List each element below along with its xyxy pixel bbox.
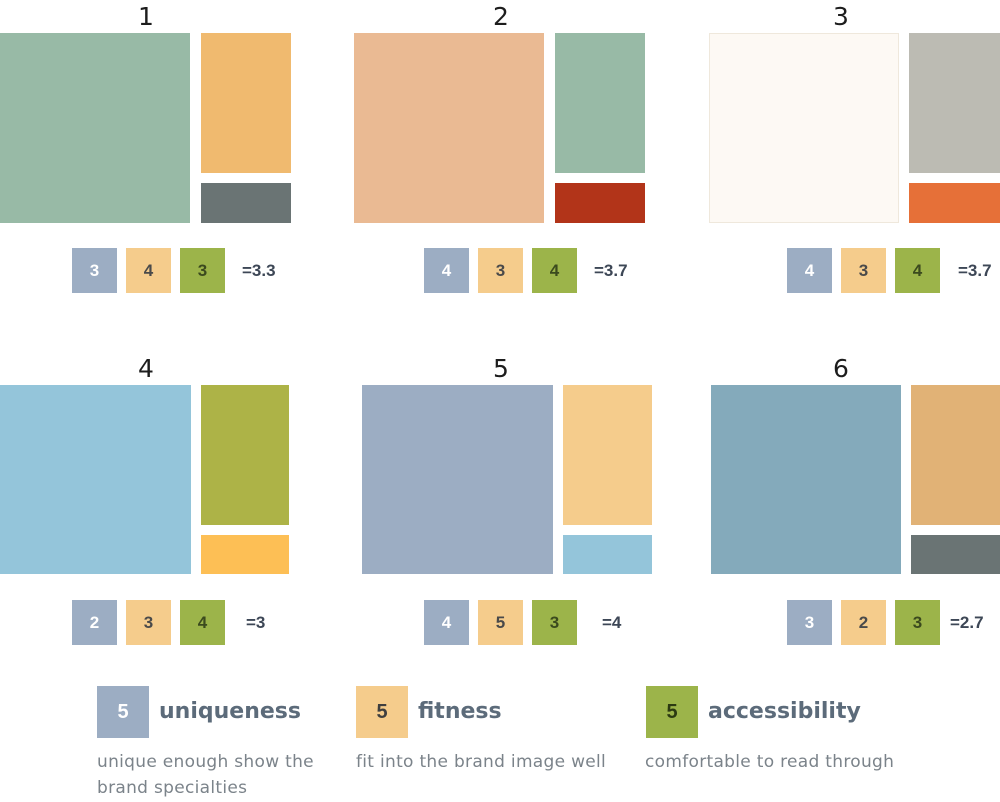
accessibility-score: 3 xyxy=(895,600,940,645)
legend-accessibility-title: accessibility xyxy=(708,699,861,724)
uniqueness-score: 2 xyxy=(72,600,117,645)
uniqueness-score: 3 xyxy=(72,248,117,293)
bottom-swatch xyxy=(201,183,291,223)
bottom-swatch xyxy=(911,535,1000,574)
average-score: =3 xyxy=(246,613,266,632)
bottom-swatch xyxy=(563,535,652,574)
palette-number: 3 xyxy=(833,2,849,31)
uniqueness-score: 3 xyxy=(787,600,832,645)
fitness-score: 4 xyxy=(126,248,171,293)
average-score: =3.7 xyxy=(594,261,628,280)
palette-number: 5 xyxy=(493,354,509,383)
uniqueness-score: 4 xyxy=(787,248,832,293)
bottom-swatch xyxy=(909,183,1000,223)
top-swatch xyxy=(563,385,652,525)
palette-number: 4 xyxy=(138,354,154,383)
fitness-score: 3 xyxy=(841,248,886,293)
top-swatch xyxy=(201,33,291,173)
uniqueness-score: 4 xyxy=(424,600,469,645)
fitness-score: 2 xyxy=(841,600,886,645)
average-score: =4 xyxy=(602,613,622,632)
main-swatch xyxy=(0,385,191,574)
fitness-score: 3 xyxy=(126,600,171,645)
fitness-score: 5 xyxy=(478,600,523,645)
fitness-score: 3 xyxy=(478,248,523,293)
main-swatch xyxy=(709,33,899,223)
palette-1: 1 3 4 3 =3.3 xyxy=(0,0,300,300)
palette-number: 6 xyxy=(833,354,849,383)
top-swatch xyxy=(201,385,289,525)
main-swatch xyxy=(362,385,553,574)
legend-fitness-score: 5 xyxy=(356,686,408,738)
legend-uniqueness-score: 5 xyxy=(97,686,149,738)
accessibility-score: 3 xyxy=(532,600,577,645)
palette-number: 2 xyxy=(493,2,509,31)
uniqueness-score: 4 xyxy=(424,248,469,293)
top-swatch xyxy=(911,385,1000,525)
legend-fitness-title: fitness xyxy=(418,699,502,724)
accessibility-score: 4 xyxy=(532,248,577,293)
average-score: =3.3 xyxy=(242,261,276,280)
legend-uniqueness-description-line1: unique enough show the xyxy=(97,752,314,772)
legend-accessibility-description-line1: comfortable to read through xyxy=(645,752,895,772)
main-swatch xyxy=(354,33,544,223)
palette-5: 5 4 5 3 =4 xyxy=(362,354,652,645)
accessibility-score: 4 xyxy=(180,600,225,645)
average-score: =2.7 xyxy=(950,613,984,632)
legend-uniqueness-description-line2: brand specialties xyxy=(97,778,248,798)
main-swatch xyxy=(0,33,190,223)
palette-number: 1 xyxy=(138,2,154,31)
accessibility-score: 3 xyxy=(180,248,225,293)
bottom-swatch xyxy=(555,183,645,223)
top-swatch xyxy=(555,33,645,173)
legend-uniqueness-title: uniqueness xyxy=(159,699,301,724)
palette-3: 3 4 3 4 =3.7 xyxy=(0,0,1000,300)
palette-6: 6 3 2 3 =2.7 xyxy=(711,354,1000,645)
accessibility-score: 4 xyxy=(895,248,940,293)
main-swatch xyxy=(711,385,901,574)
palette-2: 2 4 3 4 =3.7 xyxy=(0,0,700,300)
legend-accessibility-score: 5 xyxy=(646,686,698,738)
top-swatch xyxy=(909,33,1000,173)
palette-4: 4 2 3 4 =3 xyxy=(0,0,300,660)
bottom-swatch xyxy=(201,535,289,574)
legend-fitness-description-line1: fit into the brand image well xyxy=(356,752,607,772)
average-score: =3.7 xyxy=(958,261,992,280)
